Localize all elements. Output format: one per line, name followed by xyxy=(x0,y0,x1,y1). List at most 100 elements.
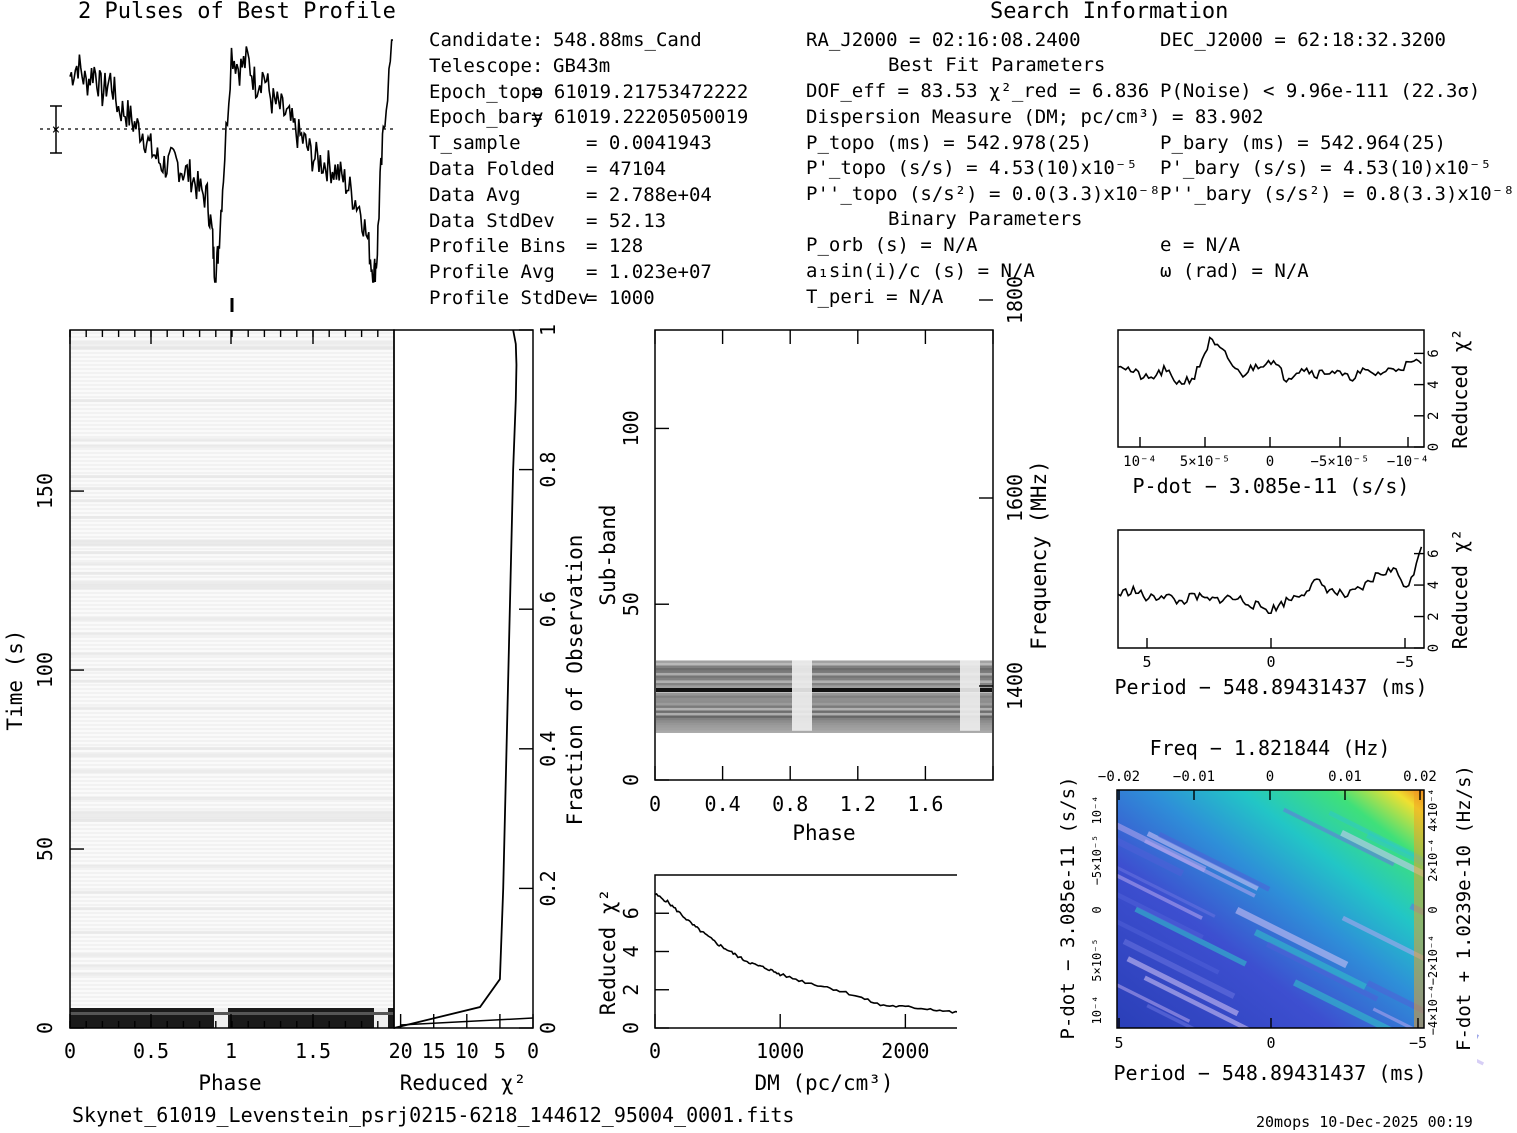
info-key: Data Avg xyxy=(429,183,521,206)
heatmap-streak xyxy=(1146,831,1259,891)
ecc-value: e = N/A xyxy=(1160,234,1241,256)
tick-label: 0.2 xyxy=(536,870,560,906)
subband-row xyxy=(656,725,992,728)
noise-row xyxy=(70,864,394,868)
tick-label: 1 xyxy=(536,324,560,336)
tick-label: 2000 xyxy=(881,1039,929,1063)
subband-row xyxy=(656,667,992,671)
heatmap-streak xyxy=(1104,860,1216,918)
noise-row xyxy=(70,562,394,566)
tick-label: 0 xyxy=(1266,653,1275,671)
subband-row xyxy=(656,677,992,681)
subband-gap xyxy=(960,660,980,731)
period-chi2-frame xyxy=(1117,529,1425,649)
noise-row xyxy=(70,706,394,710)
profile-line xyxy=(69,39,393,283)
noise-row xyxy=(70,543,394,547)
noise-row xyxy=(70,652,394,656)
tick-label: 1800 xyxy=(1003,276,1027,324)
noise-row xyxy=(70,486,394,490)
tick-label: 5×10⁻⁵ xyxy=(1090,938,1104,981)
noise-row xyxy=(70,581,394,585)
info-value: = 1.023e+07 xyxy=(586,261,712,284)
tick-label: −0.01 xyxy=(1173,769,1215,785)
heatmap-streak xyxy=(1282,807,1395,867)
noise-row xyxy=(70,515,394,519)
tick-label: 0 xyxy=(1426,906,1440,913)
ppdot-heatmap xyxy=(1117,790,1424,1028)
search-info-title: Search Information xyxy=(990,0,1229,24)
tick-label: 2×10⁻⁴ xyxy=(1426,838,1440,881)
y-axis-label: Reduced χ² xyxy=(1448,529,1472,649)
info-value: = 1000 xyxy=(586,287,655,309)
info-key: Data StdDev xyxy=(429,209,555,232)
tick-label: 10⁻⁴ xyxy=(1123,454,1157,470)
tick-label: 2 xyxy=(619,984,643,996)
tick-label: −5 xyxy=(1409,1034,1427,1052)
noise-row xyxy=(70,930,394,934)
noise-row xyxy=(70,475,394,479)
heatmap-mask xyxy=(1424,788,1517,1030)
tick-label: 0 xyxy=(33,1022,57,1034)
noise-row xyxy=(70,584,394,588)
noise-row xyxy=(70,444,394,448)
tick-label: 50 xyxy=(619,592,643,616)
noise-row xyxy=(70,753,394,757)
noise-row xyxy=(70,890,394,894)
dm-value: Dispersion Measure (DM; pc/cm³) = 83.902 xyxy=(806,106,1264,128)
info-key: Profile Avg xyxy=(429,261,555,284)
noise-row xyxy=(70,668,394,672)
heatmap-streak xyxy=(1143,975,1256,1035)
subband-row xyxy=(656,720,992,723)
info-value: = 0.0041943 xyxy=(586,132,712,155)
y2-axis-label: F-dot + 1.0239e-10 (Hz/s) xyxy=(1453,765,1475,1051)
tick-label: 1400 xyxy=(1003,662,1027,710)
tick-label: 0 xyxy=(1266,454,1274,470)
pdot-chi2-frame xyxy=(1117,329,1425,448)
heatmap-streak xyxy=(1235,906,1349,969)
y-axis-label: Fraction of Observation xyxy=(563,535,587,826)
subband-row xyxy=(656,705,992,708)
info-key: Profile StdDev xyxy=(429,287,590,309)
noise-row xyxy=(70,617,394,621)
tperi-value: T_peri = N/A xyxy=(806,286,944,308)
heatmap-streak xyxy=(1266,941,1379,1002)
info-key: Telescope: xyxy=(429,54,544,77)
noise-row xyxy=(70,399,394,403)
chi2-frac-line xyxy=(393,329,518,1029)
tick-label: 0.5 xyxy=(133,1039,169,1063)
error-bar-center: × xyxy=(52,122,60,138)
tick-label: 10 xyxy=(455,1039,479,1063)
tick-label: 1.2 xyxy=(840,792,876,816)
tick-label: −4×10⁻⁴ xyxy=(1426,985,1440,1036)
tick-label: 10⁻⁴ xyxy=(1090,796,1104,825)
subband-row xyxy=(656,692,992,696)
subband-row xyxy=(656,660,992,663)
tick-label: 0 xyxy=(1266,769,1274,785)
freq-axis-title: Freq − 1.821844 (Hz) xyxy=(1150,736,1391,760)
tick-label: 5×10⁻⁵ xyxy=(1180,454,1231,470)
time-phase-image xyxy=(70,330,394,1028)
info-value: = 52.13 xyxy=(586,209,667,232)
y-axis-label: Sub-band xyxy=(596,504,620,605)
tick-label: 6 xyxy=(619,907,643,919)
tick-label: 1000 xyxy=(756,1039,804,1063)
tick-label: 4 xyxy=(619,945,643,957)
subband-frame xyxy=(654,329,994,781)
tick-label: 100 xyxy=(33,652,57,688)
tick-label: −5 xyxy=(1396,653,1414,671)
subband-row xyxy=(656,730,992,733)
noise-row xyxy=(70,499,394,503)
info-value: = 2.788e+04 xyxy=(586,183,712,206)
noise-row xyxy=(70,632,394,636)
noise-row xyxy=(70,586,394,590)
tick-label: 0 xyxy=(649,792,661,816)
subband-row xyxy=(656,697,992,701)
subband-row xyxy=(656,727,992,731)
tick-label: 0 xyxy=(536,1022,560,1034)
info-value: = 61019.22205050019 xyxy=(531,106,749,129)
heatmap-streak xyxy=(1134,906,1247,967)
info-key: Candidate: xyxy=(429,29,544,51)
subband-row xyxy=(656,670,992,673)
tick-label: 0.6 xyxy=(536,591,560,627)
